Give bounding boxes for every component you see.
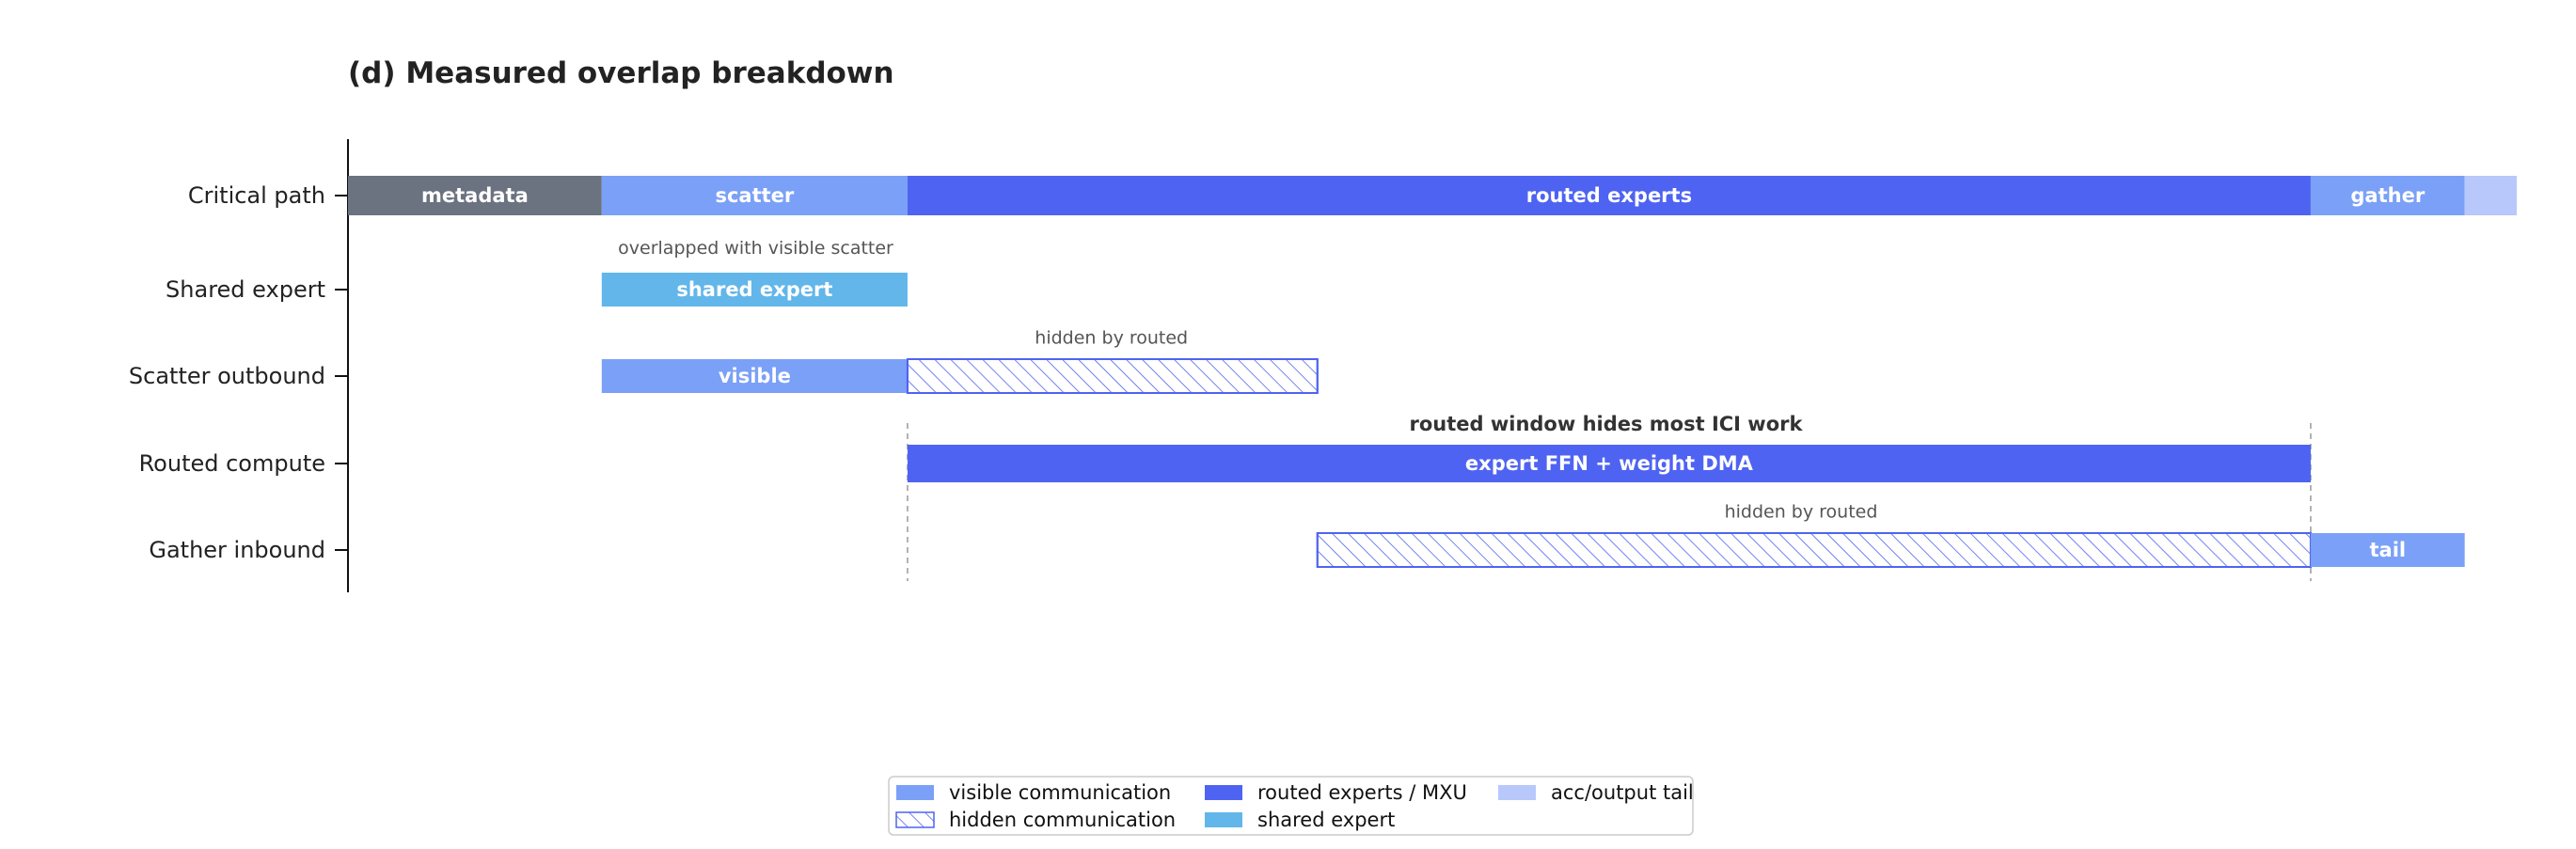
row-label: Routed compute [139, 450, 325, 477]
legend-label: hidden communication [949, 809, 1176, 831]
bar-segment-scatter [601, 176, 908, 215]
row-label: Gather inbound [149, 537, 325, 563]
annotation: routed window hides most ICI work [1409, 413, 1803, 435]
row-label: Shared expert [166, 276, 325, 303]
legend-swatch [895, 811, 935, 828]
annotation: hidden by routed [1725, 502, 1878, 523]
plot-area: Critical path Shared expert Scatter outbou… [129, 139, 2517, 592]
bar-label: expert FFN + weight DMA [1465, 452, 1754, 475]
bar-label: tail [2369, 539, 2406, 561]
bar-segment-metadata [348, 176, 602, 215]
legend-swatch [1498, 785, 1536, 800]
annotation: hidden by routed [1035, 328, 1188, 349]
bar-segment-acc_tail [2464, 176, 2517, 215]
row-label: Critical path [188, 182, 325, 209]
chart-title: (d) Measured overlap breakdown [348, 56, 894, 90]
legend-swatch [1205, 812, 1242, 827]
legend-label: routed experts / MXU [1257, 781, 1467, 804]
bar-segment-gather [2310, 176, 2465, 215]
legend: visible communication hidden communicatio… [888, 776, 1694, 836]
legend-swatch [1205, 785, 1242, 800]
annotation: overlapped with visible scatter [618, 238, 893, 259]
bar-segment-hidden [1316, 532, 2312, 568]
bar-segment-routed-experts [907, 176, 2311, 215]
bar-label: routed experts [1526, 184, 1692, 207]
bar-label: gather [2350, 184, 2425, 207]
legend-swatch [896, 785, 934, 800]
bar-segment-shared-expert [601, 273, 908, 307]
legend-label: acc/output tail [1551, 781, 1694, 804]
bar-segment-hidden [906, 358, 1319, 394]
bar-label: metadata [421, 184, 529, 207]
bar-segment-expert-ffn-weight-dma [907, 445, 2311, 482]
bar-label: shared expert [676, 278, 832, 301]
bar-label: scatter [715, 184, 794, 207]
row-label: Scatter outbound [129, 363, 325, 389]
bar-segment-visible [601, 359, 908, 393]
legend-label: shared expert [1257, 809, 1395, 831]
bar-label: visible [719, 365, 791, 387]
bar-segment-tail [2310, 533, 2465, 567]
legend-label: visible communication [949, 781, 1171, 804]
legend-frame [888, 776, 1694, 836]
